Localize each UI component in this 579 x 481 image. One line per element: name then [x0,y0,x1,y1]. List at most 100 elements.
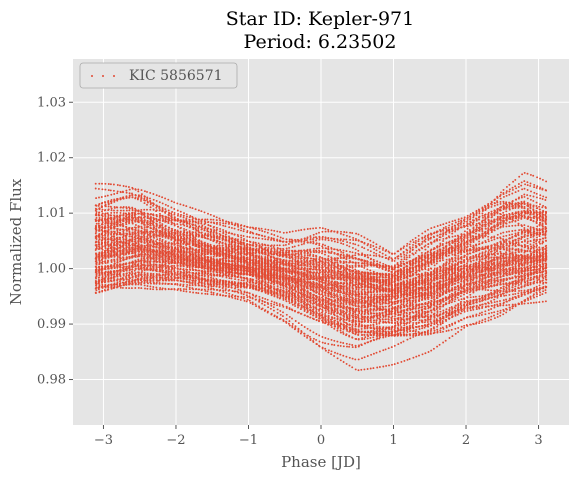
data-point [212,255,215,258]
data-point [532,174,535,177]
data-point [430,297,433,300]
data-point [369,239,372,242]
data-point [195,229,198,232]
data-point [346,345,348,348]
data-point [505,185,508,188]
data-point [182,265,185,268]
data-point [412,241,415,244]
data-point [524,281,527,284]
data-point [463,230,466,233]
data-point [222,229,225,231]
data-point [363,288,366,291]
data-point [469,217,472,219]
data-point [339,293,342,296]
data-point [500,191,502,194]
data-point [107,231,110,234]
data-point [225,291,228,294]
data-point [456,234,459,237]
data-point [505,190,508,193]
data-point [327,342,330,345]
data-point [402,331,405,334]
data-point [372,241,375,244]
data-point [517,284,520,286]
data-point [463,283,466,286]
data-point [414,239,417,242]
data-point [345,295,348,298]
data-point [521,173,524,176]
data-point [188,265,191,268]
data-point [137,271,140,274]
data-point [215,219,218,222]
data-point [457,306,460,309]
data-point [369,269,372,272]
data-point [173,264,176,267]
data-point [518,175,521,178]
data-point [104,215,107,218]
data-point [511,230,514,232]
data-point [137,190,140,193]
data-point [360,234,363,237]
data-point [125,221,127,224]
data-point [454,235,457,238]
data-point [176,264,179,267]
data-point [456,296,459,299]
data-point [420,251,423,254]
data-point [463,220,466,223]
data-point [526,240,529,243]
data-point [343,231,346,233]
data-point [442,237,445,240]
data-point [502,188,505,191]
data-point [258,229,261,232]
data-point [375,319,378,322]
data-point [315,338,318,341]
data-point [418,306,421,309]
data-point [415,249,418,252]
data-point [141,270,143,272]
data-point [143,272,146,274]
data-point [261,230,264,232]
data-point [502,200,505,203]
data-point [508,188,511,191]
data-point [318,340,321,343]
data-point [514,285,517,288]
data-point [363,266,366,269]
data-point [206,218,209,221]
data-point [438,238,441,241]
data-point [98,182,101,185]
data-point [536,176,539,179]
data-point [453,224,456,227]
data-point [539,177,542,180]
data-point [312,233,315,236]
data-point [363,236,366,239]
data-point [423,321,426,324]
data-point [266,231,269,234]
data-point [97,222,100,225]
data-point [426,321,429,323]
data-point [447,226,450,229]
data-point [340,230,342,233]
data-point [337,344,340,347]
data-point [417,238,420,241]
data-point [140,227,143,230]
data-point [248,299,251,302]
data-point [240,243,243,246]
data-point [149,199,152,202]
data-point [345,231,348,234]
data-point [349,231,352,234]
data-point [321,341,324,344]
data-point [251,301,254,304]
data-point [315,232,318,235]
data-point [204,218,207,221]
data-point [179,265,182,268]
data-point [421,305,424,308]
chart-title-line-2: Period: 6.23502 [244,31,397,53]
data-point [215,226,218,229]
data-point [508,221,511,224]
data-point [363,313,366,316]
data-point [146,228,148,231]
data-point [230,221,233,224]
data-point [408,254,411,257]
data-point [499,200,502,203]
data-point [134,224,137,226]
data-point [357,288,360,291]
